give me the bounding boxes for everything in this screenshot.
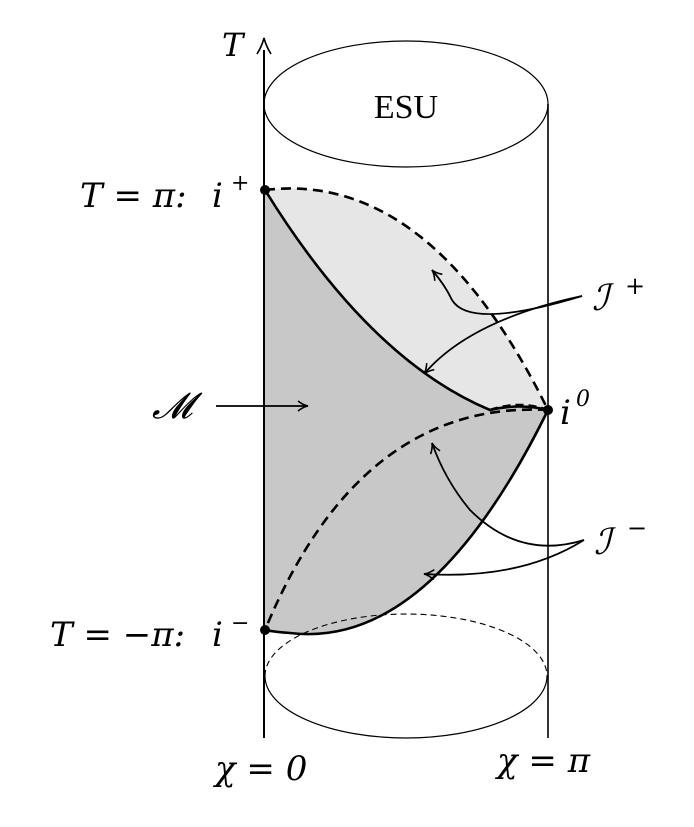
i-plus-sup: +: [231, 171, 249, 196]
i-minus-sup: −: [231, 611, 249, 636]
scri-plus-arrow-front: [423, 295, 583, 375]
i-plus-symbol: i: [212, 176, 223, 216]
scri-minus-arrow-back: [429, 442, 585, 547]
scri-minus-symbol: ℐ: [594, 522, 617, 563]
region-m: [265, 190, 548, 635]
scri-plus-sup: +: [625, 272, 645, 300]
t-axis-arrowhead: [256, 37, 272, 55]
scri-minus-back: [263, 408, 549, 631]
region-m-label: 𝓜: [152, 386, 203, 427]
i-zero-sup: 0: [576, 387, 590, 412]
t-axis-label: T: [222, 26, 246, 64]
back-region: [265, 188, 548, 410]
i-zero-symbol: i: [560, 393, 571, 433]
esu-label: ESU: [374, 89, 438, 126]
i-zero-dot: [543, 405, 553, 415]
cylinder-bottom-back: [264, 613, 548, 677]
cylinder-bottom-front: [264, 675, 548, 739]
scri-plus-back: [264, 187, 550, 411]
scri-minus-arrow-front: [423, 539, 585, 581]
i-minus-condition: T = −π:: [50, 615, 185, 655]
scri-plus-symbol: ℐ: [592, 278, 615, 319]
i-minus-symbol: i: [212, 615, 223, 655]
scri-minus-sup: −: [627, 514, 647, 542]
scri-plus-front: [263, 189, 549, 412]
chi-pi-label: χ = π: [495, 741, 591, 781]
chi-zero-label: χ = 0: [213, 749, 307, 789]
i-plus-condition: T = π:: [80, 176, 187, 216]
i-plus-dot: [260, 185, 270, 195]
scri-minus-front: [264, 409, 550, 636]
i-minus-dot: [260, 625, 270, 635]
